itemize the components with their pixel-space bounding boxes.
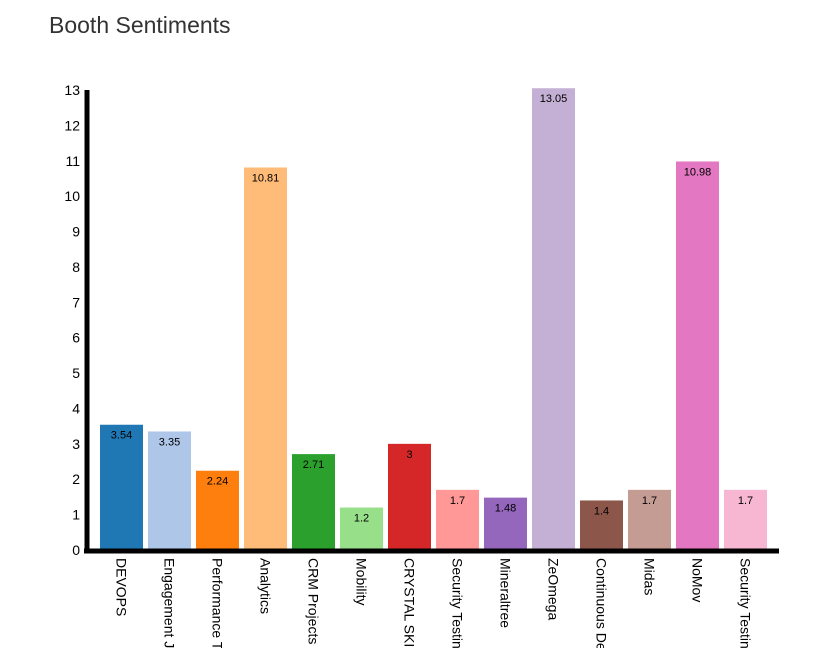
bar [388,443,431,550]
y-tick-label: 4 [72,400,80,416]
x-tick-label: Continuous De [594,558,610,651]
bars: 3.54 3.35 2.24 10.81 2.71 1.2 3 1.7 1.48 13.05 1.4… [100,88,767,550]
bar [580,500,623,550]
data-label: 13.05 [540,93,568,105]
x-tick-label: Mobility [354,558,370,605]
bar [436,489,479,550]
bar [532,88,575,550]
x-tick-label: ZeOmega [546,558,562,620]
x-tick-label: Analytics [258,558,274,614]
data-label: 2.71 [303,459,324,471]
y-tick-label: 6 [72,330,80,346]
data-label: 1.48 [495,503,516,515]
bar [196,470,239,550]
data-label: 3.35 [159,436,180,448]
x-tick-label: CRM Projects [306,558,322,644]
data-label: 2.24 [207,476,228,488]
data-label: 3 [406,449,412,461]
bar [628,489,671,550]
y-tick-label: 1 [72,507,80,523]
x-tick-label: Security Testin [738,558,754,649]
bar [148,431,191,550]
x-tick-label: NoMov [690,558,706,602]
data-label: 3.54 [111,430,132,442]
data-label: 1.7 [642,495,657,507]
y-tick-label: 8 [72,259,80,275]
x-tick-label: Engagement J [162,558,178,648]
y-tick-label: 11 [65,153,80,169]
x-tick-label: Midas [642,558,658,595]
x-tick-label: Security Testin [450,558,466,649]
y-tick-label: 0 [72,542,80,558]
bar [724,489,767,550]
x-tick-label: Mineraltree [498,558,514,628]
bar [292,454,335,550]
y-tick-label: 12 [64,117,80,133]
bar [676,161,719,550]
bar [100,424,143,550]
data-label: 1.7 [450,495,465,507]
y-tick-label: 13 [64,82,80,98]
x-axis: DEVOPS Engagement J Performance T Analytics… [84,548,779,651]
data-label: 10.98 [684,166,712,178]
bar [484,497,527,550]
data-label: 10.81 [252,172,280,184]
x-tick-label: Performance T [210,558,226,651]
chart-title: Booth Sentiments [49,12,231,38]
bar [340,507,383,550]
y-tick-label: 3 [72,436,80,452]
data-label: 1.4 [594,505,609,517]
y-tick-label: 2 [72,471,80,487]
data-label: 1.2 [354,513,369,525]
y-tick-label: 5 [72,365,80,381]
y-tick-label: 10 [64,188,80,204]
y-tick-label: 9 [72,224,80,240]
x-tick-label: CRYSTAL SKI [402,558,418,647]
bar [244,167,287,550]
x-tick-label: DEVOPS [114,558,130,616]
y-tick-label: 7 [72,294,80,310]
data-label: 1.7 [738,495,753,507]
